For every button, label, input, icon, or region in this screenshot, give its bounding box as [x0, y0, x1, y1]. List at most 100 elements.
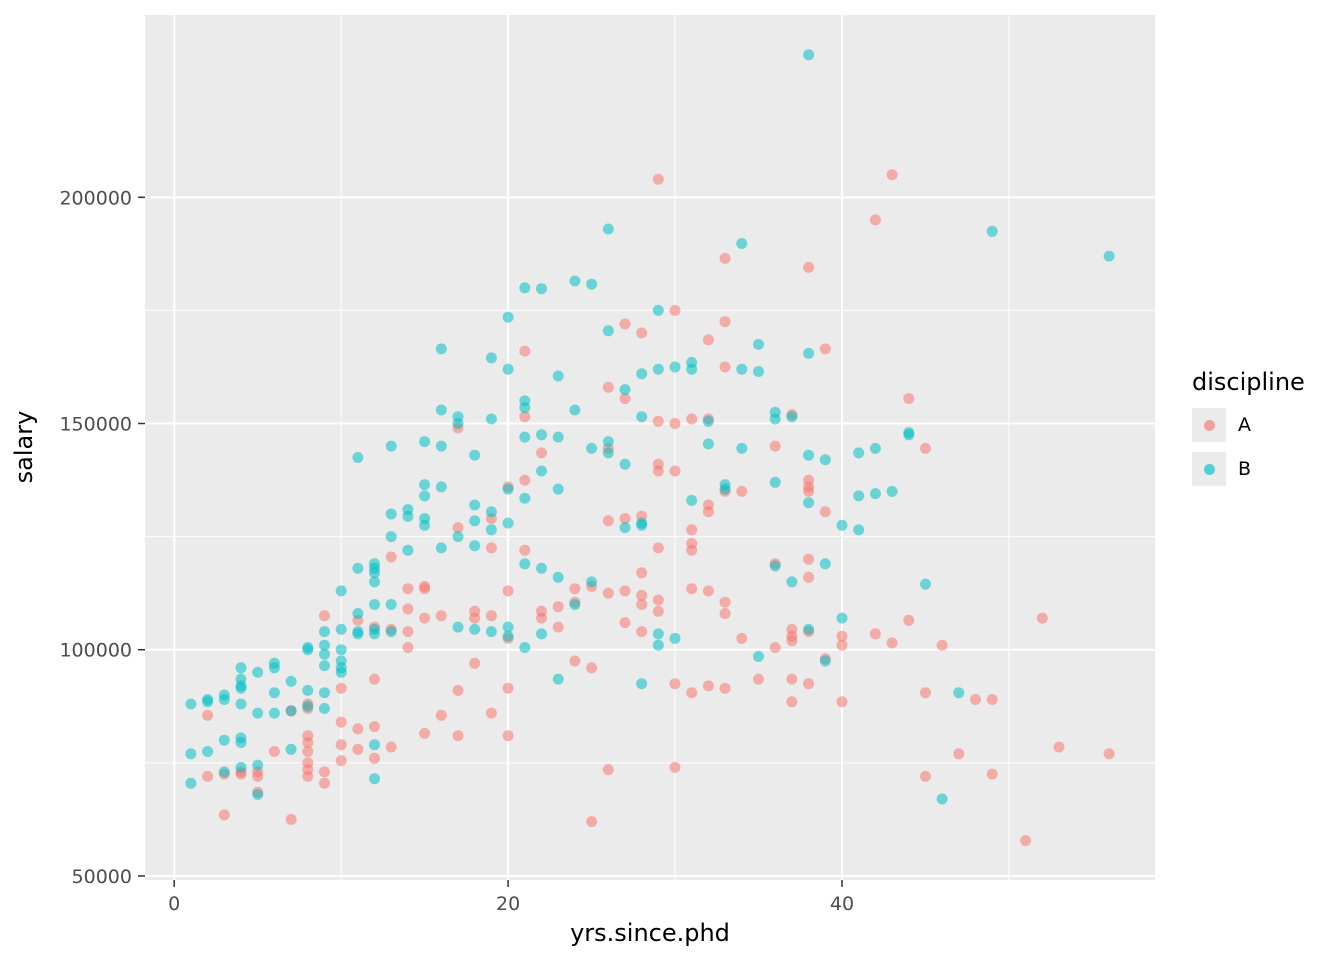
- series-B-point: [552, 673, 564, 685]
- series-B-point: [903, 429, 915, 441]
- series-A-point: [369, 721, 380, 733]
- series-A-point: [903, 393, 915, 405]
- legend-title: discipline: [1192, 368, 1305, 396]
- series-B-point: [502, 517, 514, 529]
- series-B-point: [602, 223, 614, 235]
- series-B-point: [519, 282, 531, 294]
- series-B-point: [920, 578, 931, 590]
- series-A-point: [702, 506, 714, 518]
- series-A-point: [602, 381, 614, 393]
- series-B-point: [519, 492, 531, 504]
- legend-label-a: A: [1238, 414, 1251, 436]
- series-B-point: [452, 418, 464, 429]
- series-A-point: [335, 682, 347, 694]
- series-A-point: [753, 673, 764, 685]
- series-B-point: [252, 666, 264, 678]
- series-B-point: [769, 560, 781, 572]
- series-A-point: [419, 727, 431, 739]
- series-A-point: [702, 680, 714, 692]
- series-A-point: [619, 585, 631, 597]
- series-B-point: [853, 490, 865, 502]
- series-A-point: [485, 610, 497, 622]
- series-A-point: [202, 709, 214, 721]
- series-B-point: [636, 678, 648, 690]
- x-tick-label: 0: [168, 893, 180, 915]
- series-B-point: [419, 436, 431, 448]
- series-A-point: [385, 551, 397, 563]
- series-A-point: [669, 465, 681, 477]
- series-B-point: [202, 696, 214, 708]
- series-A-point: [719, 361, 731, 373]
- series-B-point: [753, 366, 764, 377]
- series-B-point: [302, 644, 314, 656]
- series-B-point: [218, 734, 230, 746]
- series-A-point: [736, 632, 748, 644]
- series-A-point: [636, 626, 648, 638]
- series-A-point: [452, 730, 464, 742]
- series-A-point: [719, 596, 731, 608]
- series-A-point: [786, 673, 798, 685]
- series-B-point: [469, 499, 481, 511]
- series-B-point: [252, 707, 264, 719]
- series-A-point: [886, 169, 898, 181]
- series-B-point: [552, 483, 564, 495]
- series-B-point: [302, 700, 314, 712]
- series-B-point: [385, 599, 397, 610]
- series-A-point: [786, 635, 798, 647]
- y-tick-label: 150000: [59, 414, 132, 436]
- series-B-point: [536, 429, 547, 441]
- series-A-point: [953, 748, 965, 760]
- series-A-point: [702, 585, 714, 597]
- legend-entry-b: B: [1192, 452, 1342, 486]
- series-B-point: [769, 413, 781, 425]
- series-B-point: [485, 524, 497, 536]
- legend-point-a-icon: [1203, 419, 1215, 431]
- series-B-point: [502, 311, 514, 323]
- series-A-point: [819, 343, 831, 355]
- series-B-point: [736, 238, 748, 249]
- series-B-point: [652, 639, 664, 651]
- series-B-point: [803, 449, 815, 461]
- series-B-point: [285, 675, 297, 687]
- series-A-point: [202, 770, 214, 782]
- legend-key-b: [1192, 452, 1226, 486]
- series-A-point: [719, 316, 731, 328]
- series-A-point: [519, 474, 531, 486]
- series-A-point: [252, 770, 264, 782]
- series-A-point: [619, 318, 631, 330]
- series-A-point: [836, 630, 848, 642]
- series-B-point: [252, 759, 264, 771]
- series-B-point: [853, 524, 865, 536]
- data-points: [185, 49, 1115, 847]
- series-B-point: [435, 542, 447, 554]
- series-A-point: [686, 687, 698, 699]
- series-B-point: [586, 442, 598, 454]
- series-A-point: [719, 608, 731, 619]
- series-A-point: [652, 465, 664, 477]
- series-A-point: [536, 447, 547, 459]
- series-A-point: [335, 755, 347, 767]
- series-B-point: [319, 648, 330, 660]
- legend-key-a: [1192, 408, 1226, 442]
- series-B-point: [385, 440, 397, 452]
- series-B-point: [602, 436, 614, 448]
- series-B-point: [218, 694, 230, 705]
- series-B-point: [385, 508, 397, 520]
- series-A-point: [619, 617, 631, 629]
- series-A-point: [986, 768, 998, 780]
- series-A-point: [886, 637, 898, 649]
- series-A-point: [636, 327, 648, 339]
- series-B-point: [419, 519, 431, 531]
- series-A-point: [803, 678, 815, 690]
- series-A-point: [669, 678, 681, 690]
- series-A-point: [652, 542, 664, 554]
- series-B-point: [352, 628, 364, 640]
- series-A-point: [869, 214, 881, 226]
- series-B-point: [702, 415, 714, 427]
- series-B-point: [869, 488, 881, 500]
- series-B-point: [769, 476, 781, 488]
- series-A-point: [1036, 612, 1048, 624]
- series-B-point: [485, 352, 497, 364]
- series-A-point: [419, 583, 431, 595]
- series-B-point: [502, 483, 514, 495]
